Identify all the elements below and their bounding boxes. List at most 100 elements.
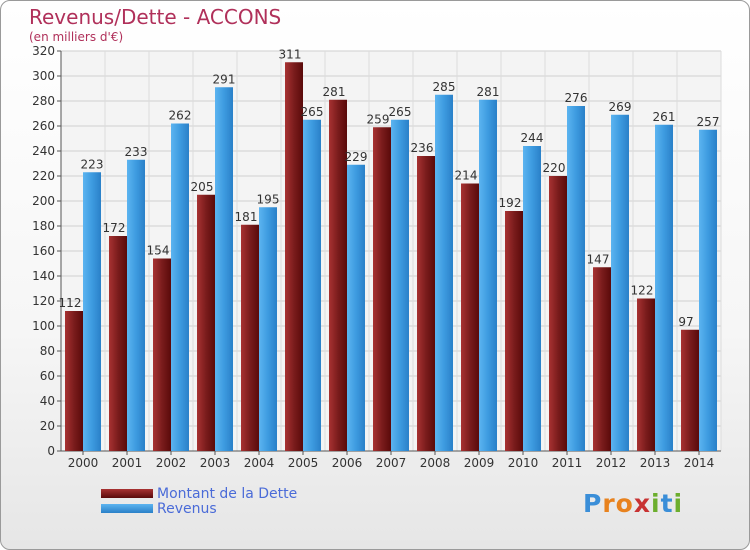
data-label: 205: [191, 180, 214, 194]
x-tick-label: 2004: [244, 456, 275, 470]
logo-letter: o: [615, 489, 634, 518]
bar-revenus: [215, 87, 233, 451]
x-tick-label: 2002: [156, 456, 187, 470]
data-label: 112: [59, 296, 82, 310]
data-label: 265: [301, 105, 324, 119]
data-label: 195: [257, 192, 280, 206]
y-tick-label: 180: [32, 219, 55, 233]
legend-label-revenus: Revenus: [157, 500, 217, 517]
y-tick-label: 60: [40, 369, 55, 383]
data-label: 261: [653, 110, 676, 124]
x-tick-label: 2009: [464, 456, 495, 470]
chart-subtitle: (en milliers d'€): [29, 30, 124, 44]
data-label: 257: [697, 115, 720, 129]
x-tick-label: 2011: [552, 456, 583, 470]
bar-dette: [637, 298, 655, 451]
y-tick-label: 140: [32, 269, 55, 283]
bar-revenus: [391, 119, 409, 451]
logo-letter: t: [660, 489, 674, 518]
bar-dette: [285, 62, 303, 451]
bar-dette: [197, 194, 215, 451]
data-label: 291: [213, 72, 236, 86]
bar-dette: [109, 236, 127, 451]
data-label: 276: [565, 91, 588, 105]
bar-dette: [65, 311, 83, 451]
data-label: 285: [433, 80, 456, 94]
data-label: 265: [389, 105, 412, 119]
data-label: 229: [345, 150, 368, 164]
bar-dette: [549, 176, 567, 451]
legend-swatch-revenus: [101, 504, 153, 513]
legend-swatch-debt: [101, 489, 153, 498]
bar-revenus: [171, 123, 189, 451]
data-label: 262: [169, 109, 192, 123]
y-tick-label: 300: [32, 69, 55, 83]
bar-dette: [241, 224, 259, 451]
x-tick-label: 2010: [508, 456, 539, 470]
y-tick-label: 200: [32, 194, 55, 208]
bar-dette: [373, 127, 391, 451]
y-tick-label: 100: [32, 319, 55, 333]
logo-letter: P: [583, 489, 603, 518]
legend: Montant de la Dette Revenus: [101, 486, 297, 517]
y-tick-label: 0: [47, 444, 55, 458]
y-tick-label: 80: [40, 344, 55, 358]
data-label: 269: [609, 100, 632, 114]
logo-letter: r: [602, 489, 616, 518]
y-tick-label: 280: [32, 94, 55, 108]
x-tick-label: 2012: [596, 456, 627, 470]
bar-dette: [461, 183, 479, 451]
data-label: 311: [279, 47, 302, 61]
data-label: 147: [587, 252, 610, 266]
x-tick-label: 2006: [332, 456, 363, 470]
y-tick-label: 120: [32, 294, 55, 308]
bar-revenus: [611, 114, 629, 451]
bar-revenus: [127, 159, 145, 451]
data-label: 192: [499, 196, 522, 210]
data-label: 154: [147, 244, 170, 258]
x-tick-label: 2013: [640, 456, 671, 470]
data-label: 223: [81, 157, 104, 171]
chart-title: Revenus/Dette - ACCONS: [29, 5, 282, 29]
bar-dette: [153, 258, 171, 451]
y-tick-label: 20: [40, 419, 55, 433]
data-label: 236: [411, 141, 434, 155]
bar-revenus: [699, 129, 717, 451]
logo-letter: x: [633, 489, 651, 518]
bar-dette: [593, 267, 611, 451]
data-label: 97: [678, 315, 693, 329]
bar-revenus: [567, 106, 585, 451]
proxiti-logo: Proxiti: [583, 489, 683, 518]
data-label: 233: [125, 145, 148, 159]
x-tick-label: 2000: [68, 456, 99, 470]
x-tick-label: 2007: [376, 456, 407, 470]
data-label: 214: [455, 169, 478, 183]
bar-dette: [417, 156, 435, 451]
y-tick-label: 320: [32, 44, 55, 58]
data-label: 220: [543, 161, 566, 175]
data-label: 181: [235, 210, 258, 224]
logo-letter: i: [651, 489, 661, 518]
x-tick-label: 2014: [684, 456, 715, 470]
legend-item-debt: Montant de la Dette: [101, 486, 297, 502]
bar-dette: [329, 99, 347, 451]
y-tick-label: 220: [32, 169, 55, 183]
bar-revenus: [259, 207, 277, 451]
bar-revenus: [479, 99, 497, 451]
y-tick-label: 260: [32, 119, 55, 133]
x-tick-label: 2003: [200, 456, 231, 470]
x-tick-label: 2005: [288, 456, 319, 470]
bar-dette: [681, 329, 699, 451]
bar-revenus: [303, 119, 321, 451]
data-label: 172: [103, 221, 126, 235]
y-tick-label: 40: [40, 394, 55, 408]
bar-revenus: [347, 164, 365, 451]
data-label: 244: [521, 131, 544, 145]
y-tick-label: 160: [32, 244, 55, 258]
data-label: 281: [323, 85, 346, 99]
logo-letter: i: [673, 489, 684, 518]
bar-dette: [505, 211, 523, 451]
bar-revenus: [435, 94, 453, 451]
